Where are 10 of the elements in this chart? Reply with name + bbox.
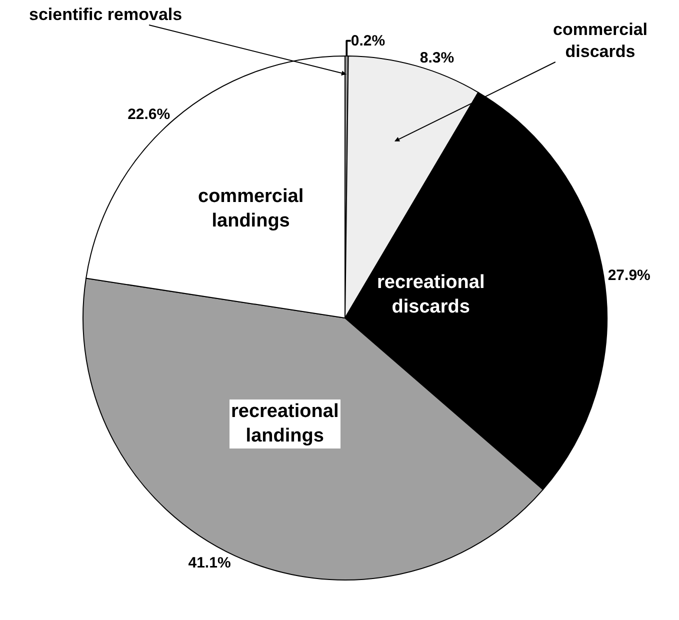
slice-label: recreational discards	[377, 272, 485, 318]
data-label: 0.2%	[350, 32, 386, 50]
slice-label: commercial discards	[553, 20, 648, 62]
data-label: 22.6%	[128, 106, 170, 123]
data-label: 8.3%	[420, 49, 454, 66]
slice-label: scientific removals	[29, 5, 182, 24]
data-label: 27.9%	[608, 267, 650, 284]
data-label: 41.1%	[188, 554, 231, 572]
slice-label: recreational landings	[231, 401, 339, 447]
slice-label: commercial landings	[198, 186, 304, 232]
